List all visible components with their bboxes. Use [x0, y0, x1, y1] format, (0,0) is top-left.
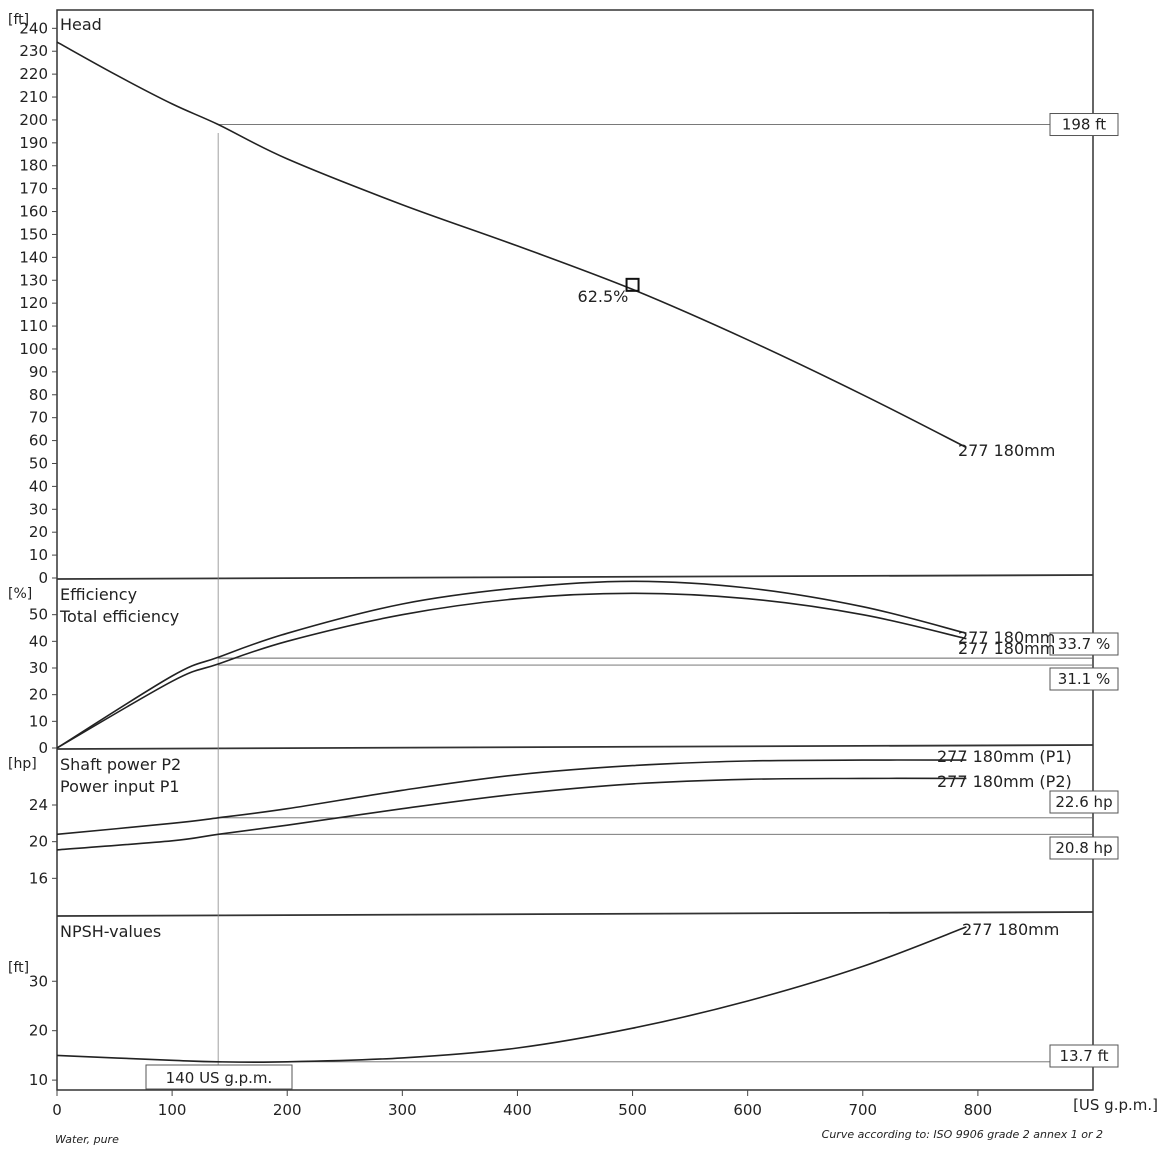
power-title-1: Shaft power P2	[60, 755, 181, 774]
head-ytick-label: 160	[19, 203, 48, 221]
head-series-line-1	[56, 41, 967, 449]
efficiency-unit-label: [%]	[8, 586, 32, 602]
operating-flow-label: 140 US g.p.m.	[166, 1069, 273, 1087]
panel-separator-2	[56, 744, 1094, 750]
npsh-unit-label: [ft]	[8, 960, 29, 976]
head-callout-box-1	[1049, 113, 1119, 137]
head-ytick-label: 20	[29, 523, 48, 541]
efficiency-callout-label-1: 33.7 %	[1058, 635, 1110, 653]
power-callout-box-1	[1049, 790, 1119, 814]
bep-marker	[625, 277, 640, 292]
operating-flow-box	[145, 1064, 293, 1090]
head-callout-label-1: 198 ft	[1062, 116, 1106, 134]
npsh-title-1: NPSH-values	[60, 922, 161, 941]
power-ytick-label: 20	[29, 833, 48, 851]
power-ytick-label: 16	[29, 869, 48, 887]
efficiency-ytick-label: 50	[29, 606, 48, 624]
head-ytick-label: 150	[19, 225, 48, 243]
head-ytick-label: 170	[19, 180, 48, 198]
x-tick-label: 100	[158, 1101, 187, 1119]
power-series-label-2: 277 180mm (P2)	[937, 772, 1072, 791]
bep-efficiency-label: 62.5%	[578, 287, 629, 306]
head-series-label-1: 277 180mm	[958, 441, 1055, 460]
efficiency-title-2: Total efficiency	[59, 607, 179, 626]
head-ytick-label: 40	[29, 477, 48, 495]
head-ytick-label: 70	[29, 409, 48, 427]
head-ytick-label: 60	[29, 432, 48, 450]
x-tick-label: 800	[964, 1101, 993, 1119]
npsh-series-label-1: 277 180mm	[962, 920, 1059, 939]
power-series-label-1: 277 180mm (P1)	[937, 747, 1072, 766]
efficiency-series-label-2: 277 180mm	[958, 639, 1055, 658]
head-ytick-label: 240	[19, 19, 48, 37]
head-unit-label: [ft]	[8, 12, 29, 28]
head-ytick-label: 10	[29, 546, 48, 564]
efficiency-title-1: Efficiency	[60, 585, 137, 604]
efficiency-ytick-label: 20	[29, 686, 48, 704]
x-tick-label: 700	[848, 1101, 877, 1119]
efficiency-ytick-label: 40	[29, 632, 48, 650]
head-ytick-label: 210	[19, 88, 48, 106]
head-ytick-label: 110	[19, 317, 48, 335]
head-ytick-label: 230	[19, 42, 48, 60]
head-ytick-label: 130	[19, 271, 48, 289]
x-unit-label: [US g.p.m.]	[1073, 1096, 1158, 1114]
efficiency-series-line-1	[56, 580, 967, 749]
power-callout-label-2: 20.8 hp	[1055, 839, 1112, 857]
footnote-standard: Curve according to: ISO 9906 grade 2 ann…	[822, 1128, 1103, 1141]
head-ytick-label: 50	[29, 454, 48, 472]
power-callout-box-2	[1049, 836, 1119, 860]
x-tick-label: 300	[388, 1101, 417, 1119]
npsh-series-line-1	[56, 926, 967, 1063]
x-tick-label: 0	[52, 1101, 62, 1119]
npsh-callout-label-1: 13.7 ft	[1059, 1047, 1108, 1065]
footnote-fluid: Water, pure	[55, 1133, 119, 1146]
efficiency-series-line-2	[56, 592, 967, 749]
npsh-ytick-label: 20	[29, 1022, 48, 1040]
efficiency-callout-box-2	[1049, 667, 1119, 691]
head-ytick-label: 80	[29, 386, 48, 404]
x-tick-label: 600	[733, 1101, 762, 1119]
power-ytick-label: 24	[29, 796, 48, 814]
efficiency-ytick-label: 30	[29, 659, 48, 677]
efficiency-ytick-label: 10	[29, 712, 48, 730]
head-ytick-label: 30	[29, 500, 48, 518]
head-ytick-label: 120	[19, 294, 48, 312]
head-ytick-label: 190	[19, 134, 48, 152]
head-ytick-label: 220	[19, 65, 48, 83]
head-ytick-label: 100	[19, 340, 48, 358]
chart-frame	[56, 9, 1094, 1091]
x-tick-label: 500	[618, 1101, 647, 1119]
npsh-ytick-label: 30	[29, 972, 48, 990]
panel-separator-1	[56, 574, 1094, 580]
head-ytick-label: 180	[19, 157, 48, 175]
head-ytick-label: 90	[29, 363, 48, 381]
head-title-1: Head	[60, 15, 102, 34]
power-series-line-2	[56, 777, 967, 851]
power-title-2: Power input P1	[60, 777, 180, 796]
power-callout-label-1: 22.6 hp	[1055, 793, 1112, 811]
efficiency-callout-box-1	[1049, 632, 1119, 656]
efficiency-callout-label-2: 31.1 %	[1058, 670, 1110, 688]
power-unit-label: [hp]	[8, 756, 37, 772]
npsh-callout-box-1	[1049, 1044, 1119, 1068]
npsh-ytick-label: 10	[29, 1071, 48, 1089]
panel-separator-3	[56, 911, 1094, 917]
efficiency-ytick-label: 0	[38, 739, 48, 757]
head-ytick-label: 140	[19, 248, 48, 266]
power-series-line-1	[56, 759, 967, 836]
head-ytick-label: 0	[38, 569, 48, 587]
efficiency-series-label-1: 277 180mm	[958, 628, 1055, 647]
head-ytick-label: 200	[19, 111, 48, 129]
x-tick-label: 200	[273, 1101, 302, 1119]
x-tick-label: 400	[503, 1101, 532, 1119]
